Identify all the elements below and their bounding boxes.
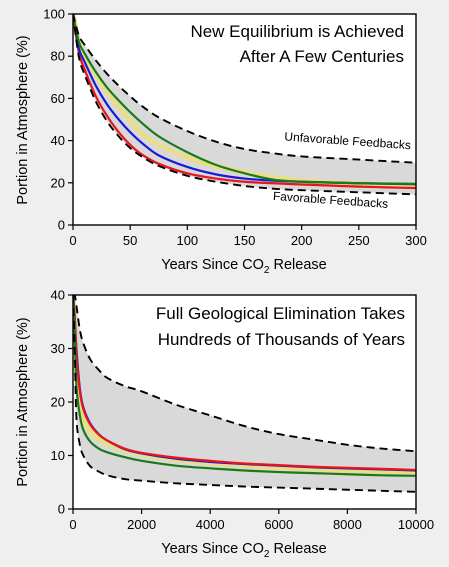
panel-title-line-1: Full Geological Elimination Takes: [156, 304, 405, 323]
x-axis-title-prefix: Years Since CO: [161, 541, 264, 557]
x-axis-title-subscript: 2: [264, 549, 270, 560]
x-tick-label: 4000: [196, 517, 225, 532]
x-tick-label: 10000: [398, 517, 434, 532]
band-bound-upper: [73, 14, 416, 164]
x-tick-label: 250: [348, 233, 370, 248]
panel-title-line-2: Hundreds of Thousands of Years: [158, 330, 405, 349]
y-tick-label: 20: [51, 395, 65, 410]
y-tick-label: 40: [51, 288, 65, 303]
y-axis-title: Portion in Atmosphere (%): [15, 317, 31, 486]
clipped-marks: [73, 295, 416, 493]
y-tick-label: 0: [58, 502, 65, 517]
series-line-0: [73, 14, 416, 189]
uncertainty-band: [73, 14, 416, 195]
x-axis-title-prefix: Years Since CO: [161, 257, 264, 273]
series-line-1: [73, 14, 416, 190]
x-axis-title-suffix: Release: [269, 257, 326, 273]
y-tick-label: 80: [51, 49, 65, 64]
x-tick-label: 2000: [127, 517, 156, 532]
band-bound-upper: [73, 295, 416, 453]
panel-title-line-2: After A Few Centuries: [240, 47, 404, 66]
band-bound-lower: [73, 295, 416, 493]
x-tick-label: 50: [123, 233, 137, 248]
x-tick-label: 6000: [264, 517, 293, 532]
y-axis-title: Portion in Atmosphere (%): [15, 35, 31, 204]
axes-bottom: 0 2000 4000 6000 8000 10000 0 10 20 30 40: [51, 288, 435, 533]
series-line-2: [73, 295, 416, 472]
panel-title-line-1: New Equilibrium is Achieved: [190, 22, 404, 41]
x-tick-label: 150: [234, 233, 256, 248]
axes-top: 0 50 100 150 200 250 300 0 20 40 60 80 100: [43, 7, 427, 249]
plot-marks-bottom: [73, 295, 416, 493]
y-tick-label: 40: [51, 133, 65, 148]
panel-bottom: 0 2000 4000 6000 8000 10000 0 10 20 30 40 Full Geo…: [15, 288, 434, 561]
x-tick-label: 300: [405, 233, 427, 248]
series-line-3: [73, 295, 416, 477]
y-tick-label: 20: [51, 175, 65, 190]
y-tick-label: 0: [58, 218, 65, 233]
x-axis-title-suffix: Release: [269, 541, 326, 557]
x-tick-label: 100: [176, 233, 198, 248]
x-tick-label: 8000: [333, 517, 362, 532]
y-tick-label: 30: [51, 341, 65, 356]
x-axis-title: Years Since CO2 Release: [161, 257, 326, 276]
x-axis-title: Years Since CO2 Release: [161, 541, 326, 560]
y-tick-label: 10: [51, 448, 65, 463]
series-line-3: [73, 14, 416, 185]
y-tick-label: 100: [43, 7, 65, 22]
x-axis-title-subscript: 2: [264, 265, 270, 276]
band-bound-lower: [73, 14, 416, 196]
y-tick-label: 60: [51, 91, 65, 106]
x-tick-label: 0: [69, 233, 76, 248]
x-tick-label: 200: [291, 233, 313, 248]
x-tick-label: 0: [69, 517, 76, 532]
clipped-marks: [73, 14, 416, 196]
